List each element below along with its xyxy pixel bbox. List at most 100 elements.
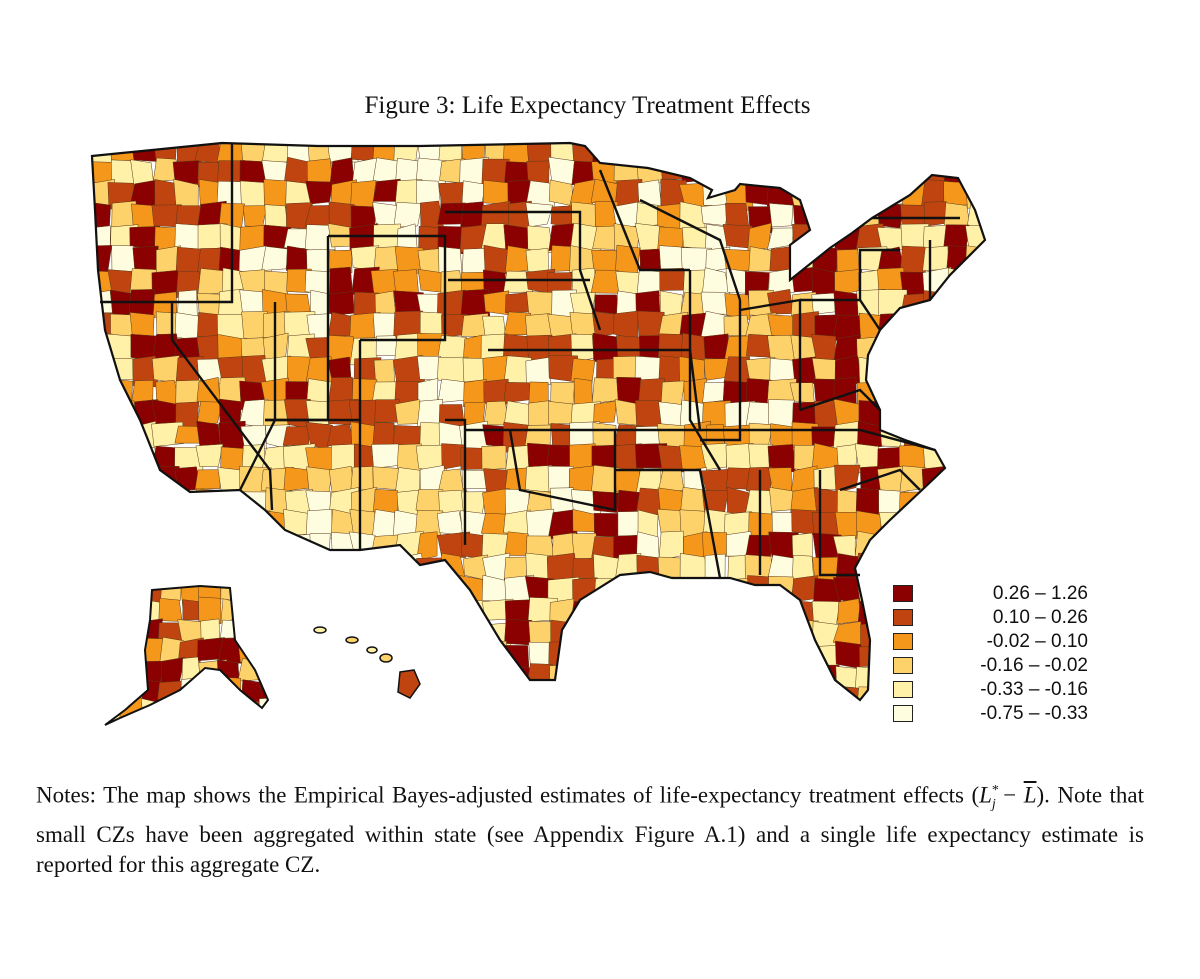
- commuting-zone-cell: [417, 268, 444, 293]
- commuting-zone-cell: [239, 574, 271, 600]
- commuting-zone-cell: [349, 555, 375, 581]
- commuting-zone-cell: [572, 664, 600, 687]
- commuting-zone-cell: [180, 677, 203, 704]
- commuting-zone-cell: [922, 245, 949, 271]
- commuting-zone-cell: [198, 596, 222, 624]
- commuting-zone-cell: [328, 599, 355, 626]
- commuting-zone-cell: [921, 465, 952, 496]
- commuting-zone-cell: [921, 310, 948, 339]
- commuting-zone-cell: [812, 178, 840, 207]
- commuting-zone-cell: [352, 575, 378, 606]
- commuting-zone-cell: [966, 403, 985, 428]
- commuting-zone-cell: [349, 685, 379, 700]
- commuting-zone-cell: [943, 290, 975, 319]
- commuting-zone-cell: [745, 688, 776, 700]
- commuting-zone-cell: [836, 143, 857, 166]
- commuting-zone-cell: [158, 720, 182, 725]
- notes-text-1: Notes: The map shows the Empirical Bayes…: [36, 782, 980, 808]
- commuting-zone-cell: [526, 686, 551, 700]
- commuting-zone-cell: [239, 600, 264, 619]
- math-minus: −: [995, 782, 1024, 808]
- commuting-zone-cell: [196, 510, 229, 537]
- commuting-zone-cell: [173, 554, 200, 582]
- commuting-zone-cell: [768, 642, 800, 673]
- commuting-zone-cell: [414, 619, 444, 648]
- commuting-zone-cell: [370, 662, 402, 695]
- commuting-zone-cell: [217, 554, 247, 578]
- commuting-zone-cell: [966, 354, 985, 385]
- commuting-zone-cell: [946, 143, 971, 165]
- commuting-zone-cell: [178, 717, 204, 725]
- commuting-zone-cell: [679, 684, 708, 700]
- commuting-zone-cell: [371, 443, 401, 469]
- legend-swatch: [893, 705, 913, 722]
- commuting-zone-cell: [920, 489, 949, 516]
- commuting-zone-cell: [702, 641, 730, 669]
- commuting-zone-cell: [462, 620, 488, 649]
- commuting-zone-cell: [659, 688, 682, 700]
- commuting-zone-cell: [154, 488, 184, 517]
- alaska-outline: [104, 584, 270, 726]
- commuting-zone-cell: [638, 143, 664, 164]
- commuting-zone-cell: [835, 640, 862, 669]
- commuting-zone-cell: [748, 643, 777, 671]
- commuting-zone-cell: [923, 552, 950, 582]
- commuting-zone-cell: [137, 718, 164, 725]
- commuting-zone-cell: [788, 641, 815, 670]
- commuting-zone-cell: [768, 663, 793, 693]
- commuting-zone-cell: [657, 623, 688, 651]
- commuting-zone-cell: [174, 425, 201, 444]
- math-L-bar: L: [1023, 782, 1037, 808]
- commuting-zone-cell: [791, 143, 816, 166]
- commuting-zone-cell: [327, 688, 353, 700]
- commuting-zone-cell: [262, 664, 287, 695]
- commuting-zone-cell: [161, 698, 181, 725]
- commuting-zone-cell: [613, 619, 641, 650]
- commuting-zone-cell: [811, 292, 838, 315]
- commuting-zone-cell: [108, 447, 138, 470]
- commuting-zone-cell: [811, 157, 841, 186]
- commuting-zone-cell: [329, 664, 357, 691]
- commuting-zone-cell: [679, 640, 709, 669]
- figure-title: Figure 3: Life Expectancy Treatment Effe…: [364, 92, 811, 119]
- commuting-zone-cell: [945, 399, 972, 428]
- commuting-zone-cell: [200, 676, 224, 704]
- commuting-zone-cell: [416, 531, 438, 561]
- commuting-zone-cell: [239, 620, 267, 649]
- math-L: L: [979, 782, 992, 808]
- commuting-zone-cell: [196, 401, 223, 425]
- commuting-zone-cell: [305, 180, 334, 205]
- commuting-zone-cell: [194, 469, 221, 490]
- commuting-zone-cell: [724, 643, 752, 673]
- commuting-zone-cell: [859, 179, 887, 208]
- commuting-zone-cell: [237, 658, 268, 682]
- commuting-zone-cell: [591, 641, 621, 667]
- commuting-zone-cell: [813, 201, 842, 233]
- commuting-zone-cell: [217, 676, 242, 703]
- commuting-zone-cell: [92, 466, 112, 495]
- commuting-zone-cell: [283, 574, 313, 606]
- commuting-zone-cell: [152, 508, 183, 541]
- commuting-zone-cell: [593, 578, 618, 608]
- commuting-zone-cell: [117, 618, 142, 645]
- commuting-zone-cell: [747, 597, 775, 623]
- commuting-zone-cell: [417, 685, 443, 700]
- commuting-zone-cell: [679, 552, 708, 581]
- commuting-zone-cell: [283, 228, 309, 249]
- commuting-zone-cell: [327, 643, 356, 672]
- commuting-zone-cell: [789, 687, 821, 700]
- legend-swatch: [893, 633, 913, 650]
- commuting-zone-cell: [594, 294, 620, 315]
- legend-label: -0.33 – -0.16: [980, 679, 1088, 700]
- commuting-zone-cell: [393, 620, 425, 648]
- commuting-zone-cell: [194, 143, 221, 164]
- commuting-zone-cell: [857, 143, 882, 161]
- commuting-zone-cell: [923, 201, 948, 227]
- commuting-zone-cell: [393, 202, 423, 228]
- commuting-zone-cell: [349, 598, 375, 624]
- legend-swatch: [893, 681, 913, 698]
- commuting-zone-cell: [877, 334, 906, 364]
- commuting-zone-cell: [371, 577, 397, 603]
- commuting-zone-cell: [120, 638, 143, 662]
- commuting-zone-cell: [901, 400, 931, 428]
